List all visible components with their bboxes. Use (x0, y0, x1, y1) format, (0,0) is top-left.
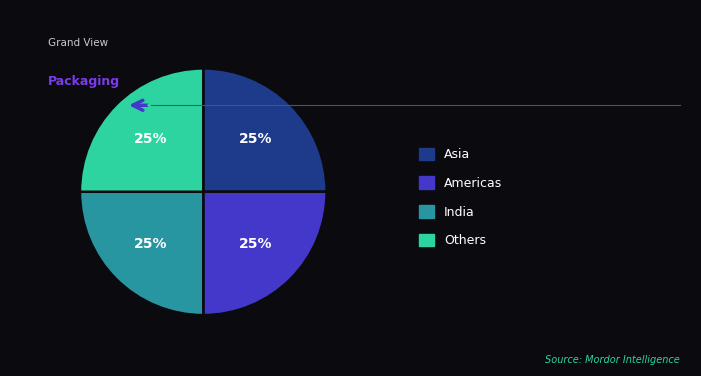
Wedge shape (80, 192, 203, 315)
Wedge shape (203, 68, 327, 192)
Legend: Asia, Americas, India, Others: Asia, Americas, India, Others (413, 141, 509, 253)
Polygon shape (148, 96, 165, 115)
Text: 25%: 25% (134, 237, 168, 251)
Wedge shape (80, 68, 203, 192)
Text: Source: Mordor Intelligence: Source: Mordor Intelligence (545, 355, 680, 365)
Text: 25%: 25% (134, 132, 168, 146)
Wedge shape (203, 192, 327, 315)
Text: 25%: 25% (239, 132, 273, 146)
Text: Grand View: Grand View (48, 38, 108, 48)
Text: 25%: 25% (239, 237, 273, 251)
Text: Packaging: Packaging (48, 75, 120, 88)
